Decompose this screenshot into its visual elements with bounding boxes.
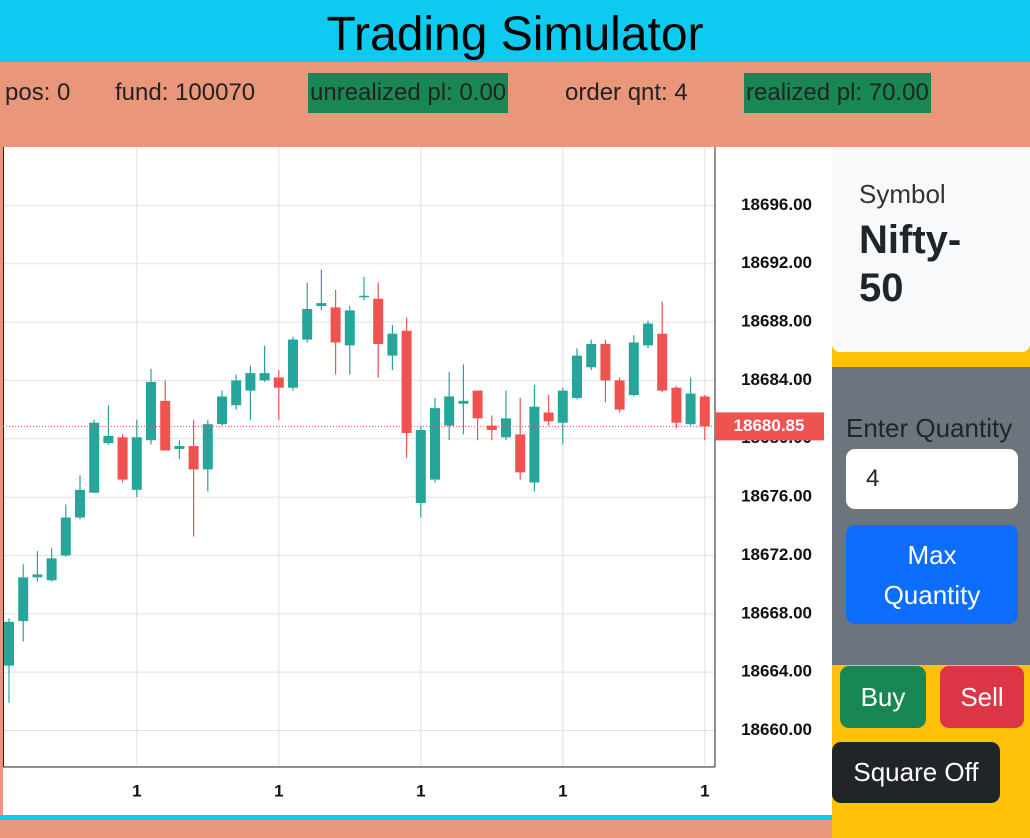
y-tick-label: 18660.00 (741, 720, 812, 739)
candle-body (188, 446, 199, 470)
candle-body (614, 380, 625, 410)
candlestick-chart: 18660.00 18664.00 18668.00 18672.00 18676.00… (3, 147, 832, 815)
candle-body (685, 393, 696, 425)
candle-body (458, 400, 469, 404)
candle-body (316, 303, 327, 307)
candle-body (18, 577, 29, 622)
candle-body (486, 425, 497, 431)
candle-body (4, 621, 14, 666)
candle-body (373, 298, 384, 344)
candle-body (174, 446, 185, 449)
candle-body (202, 424, 213, 470)
candle-body (103, 435, 114, 444)
candle-body (217, 396, 227, 425)
candle-body (699, 396, 710, 427)
x-tick-label: 1 (274, 781, 283, 800)
candle-body (273, 377, 284, 388)
candle-body (330, 307, 341, 343)
candle-body (89, 422, 100, 493)
buy-button[interactable]: Buy (840, 666, 926, 728)
candle-body (359, 295, 369, 298)
price-label-box (715, 412, 824, 441)
quantity-label: Enter Quantity (846, 413, 1013, 443)
candle-body (259, 373, 270, 381)
candle-body (131, 437, 142, 490)
x-tick-label: 1 (558, 781, 567, 800)
candle-body (302, 308, 313, 340)
stat: fund: 100070 (115, 79, 256, 106)
candle-body (444, 396, 455, 426)
candle-body (643, 323, 653, 346)
y-tick-label: 18692.00 (741, 253, 812, 272)
candle-body (415, 430, 426, 503)
candle-body (515, 434, 526, 473)
sell-button[interactable]: Sell (940, 666, 1024, 728)
x-tick-label: 1 (700, 781, 709, 800)
max-quantity-button[interactable]: Max Quantity (846, 525, 1018, 624)
stat: unrealized pl: 0.00 (308, 73, 509, 113)
candle-body (572, 355, 582, 398)
stat: order qnt: 4 (565, 79, 688, 106)
price-label: 18680.85 (734, 416, 805, 435)
candle-body (501, 418, 511, 438)
candle-body (472, 390, 483, 419)
candle-body (387, 333, 398, 356)
candle-body (344, 310, 355, 346)
candle-body (628, 342, 639, 395)
candle-body (245, 373, 256, 391)
stats-bar: pos: 0 fund: 100070 unrealized pl: 0.00 … (0, 62, 1030, 120)
y-tick-label: 18684.00 (741, 370, 812, 389)
candle-body (600, 343, 611, 381)
candle-body (160, 400, 171, 451)
candle-body (430, 408, 440, 480)
y-tick-label: 18668.00 (741, 603, 812, 622)
candle-body (657, 333, 668, 391)
divider (0, 815, 832, 820)
symbol-card: Symbol Nifty-50 (832, 147, 1030, 352)
candle-body (117, 437, 128, 480)
x-tick-label: 1 (416, 781, 425, 800)
candle-body (288, 339, 298, 388)
quantity-input[interactable]: 4 (846, 449, 1018, 509)
candle-body (146, 381, 156, 441)
candle-body (75, 489, 85, 518)
candle-body (557, 390, 568, 423)
candle-body (60, 517, 71, 556)
square-off-button[interactable]: Square Off (832, 742, 1000, 803)
symbol-label: Symbol (859, 179, 946, 209)
candle-body (401, 330, 412, 433)
candle-body (543, 412, 554, 422)
candle-body (529, 406, 540, 483)
y-tick-label: 18688.00 (741, 312, 812, 331)
candle-body (231, 380, 242, 406)
symbol-value: Nifty-50 (859, 218, 962, 310)
candle-body (46, 558, 57, 581)
candle-body (671, 387, 682, 423)
stat: realized pl: 70.00 (744, 73, 931, 113)
stat: pos: 0 (5, 79, 71, 106)
y-tick-label: 18664.00 (741, 662, 812, 681)
x-tick-label: 1 (132, 781, 141, 800)
y-tick-label: 18696.00 (741, 195, 812, 214)
y-tick-label: 18672.00 (741, 545, 812, 564)
y-tick-label: 18676.00 (741, 487, 812, 506)
candle-body (586, 343, 597, 368)
header-title: Trading Simulator (0, 0, 1030, 62)
candle-body (32, 574, 43, 578)
